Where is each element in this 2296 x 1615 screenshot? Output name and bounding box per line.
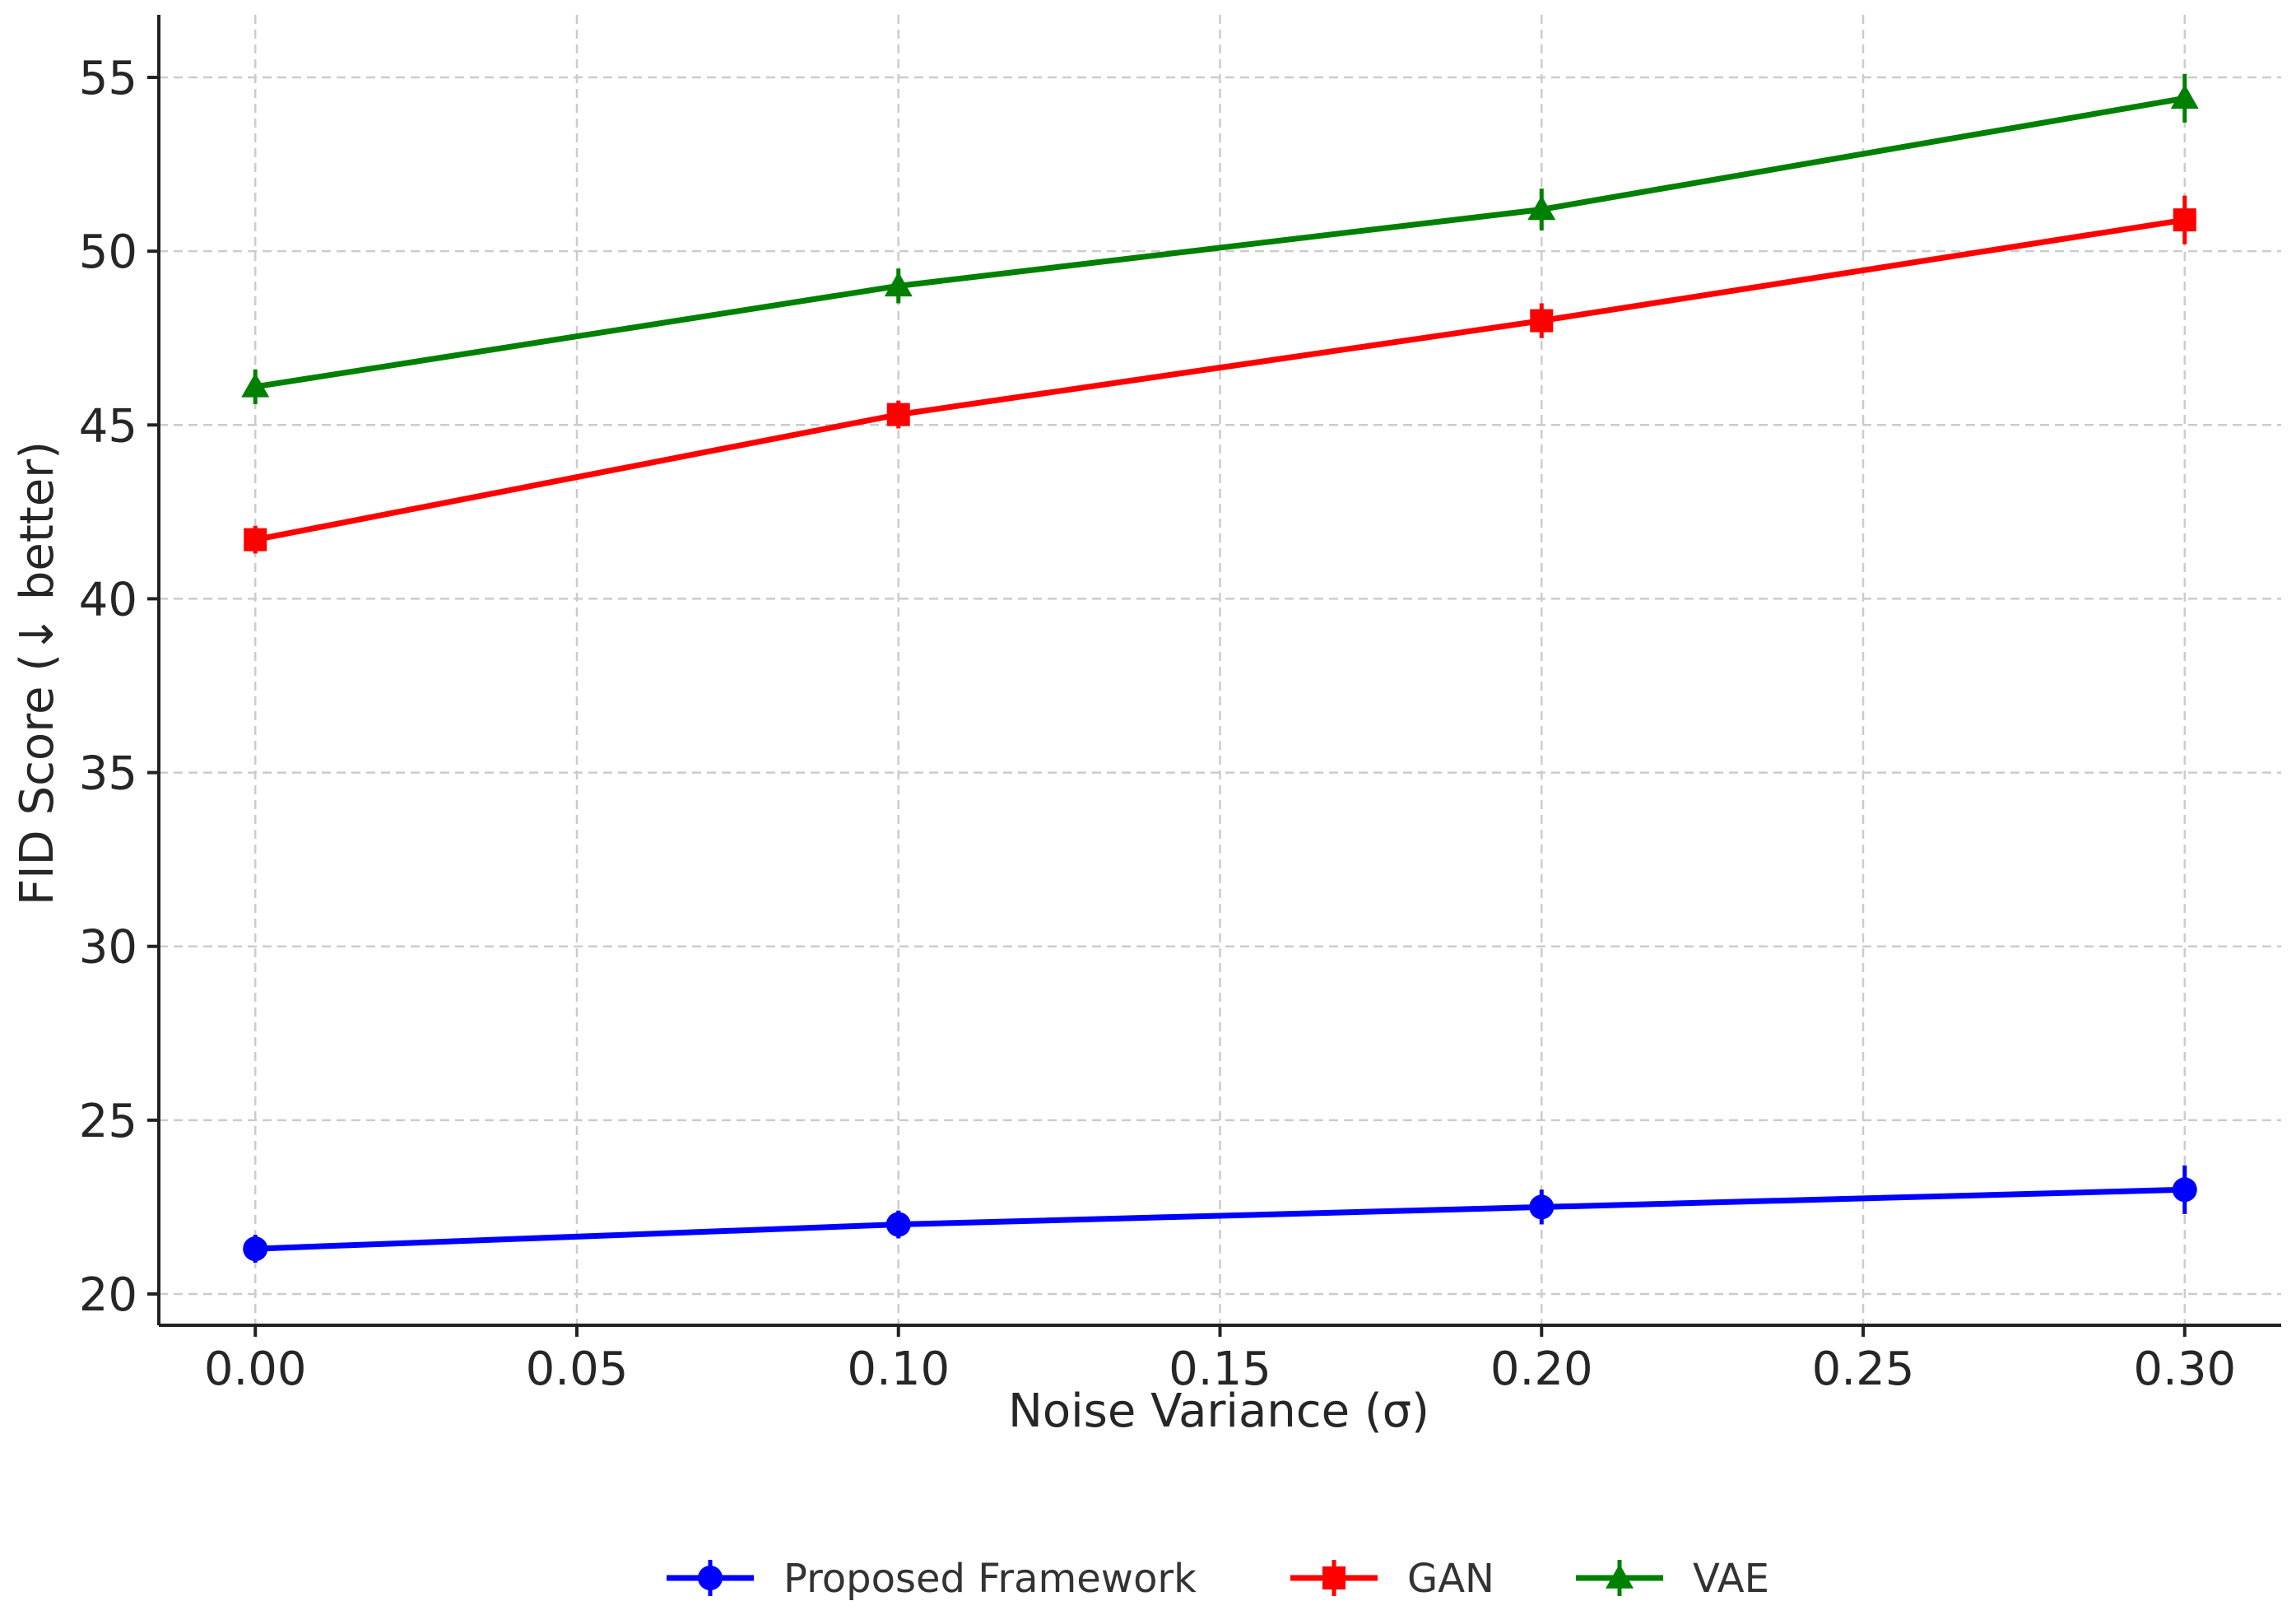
series-vae xyxy=(241,73,2199,404)
legend-label: Proposed Framework xyxy=(783,1556,1197,1602)
grid-lines xyxy=(159,15,2281,1325)
y-tick-label: 20 xyxy=(79,1268,137,1322)
y-tick-label: 35 xyxy=(79,747,137,801)
data-point xyxy=(244,528,267,552)
legend-item-proposed-framework: Proposed Framework xyxy=(667,1556,1197,1602)
data-point xyxy=(2170,84,2199,109)
x-tick-label: 0.10 xyxy=(847,1343,950,1396)
x-tick-label: 0.05 xyxy=(526,1343,629,1396)
data-point xyxy=(886,403,910,426)
series xyxy=(241,73,2199,1263)
x-tick-label: 0.00 xyxy=(204,1343,307,1396)
data-point xyxy=(2172,1177,2197,1203)
y-tick-label: 55 xyxy=(79,52,137,105)
y-tick-label: 25 xyxy=(79,1095,137,1148)
y-tick-label: 40 xyxy=(79,573,137,626)
legend: Proposed Framework GAN VAE xyxy=(667,1556,1769,1602)
data-point xyxy=(1527,195,1556,221)
tick-labels: 0.00 0.05 0.10 0.15 0.20 0.25 0.30 20 25 30 35 40 45… xyxy=(79,52,2236,1396)
data-point xyxy=(884,272,913,297)
series-line-gan xyxy=(252,216,2188,543)
data-point xyxy=(241,372,270,398)
y-tick-label: 45 xyxy=(79,399,137,453)
x-tick-label: 0.15 xyxy=(1169,1343,1271,1396)
series-gan xyxy=(244,195,2196,554)
x-tick-label: 0.30 xyxy=(2133,1343,2236,1396)
x-axis-title: Noise Variance (σ) xyxy=(1008,1385,1429,1438)
legend-label: VAE xyxy=(1693,1556,1769,1602)
legend-marker xyxy=(1606,1564,1634,1589)
data-point xyxy=(1529,1194,1555,1220)
data-point xyxy=(885,1212,911,1237)
x-tick-label: 0.25 xyxy=(1812,1343,1915,1396)
series-line-vae xyxy=(252,95,2188,390)
y-tick-label: 50 xyxy=(79,226,137,279)
x-tick-label: 0.20 xyxy=(1490,1343,1593,1396)
legend-item-vae: VAE xyxy=(1576,1556,1769,1602)
legend-item-gan: GAN xyxy=(1290,1556,1494,1602)
series-line-proposed-framework xyxy=(252,1186,2188,1252)
legend-marker xyxy=(698,1566,723,1590)
data-point xyxy=(2173,208,2196,232)
y-axis-title: FID Score (↓ better) xyxy=(11,441,64,905)
data-point xyxy=(1530,309,1554,333)
y-tick-label: 30 xyxy=(79,921,137,975)
data-point xyxy=(243,1236,268,1262)
legend-marker xyxy=(1322,1566,1346,1589)
axes xyxy=(147,15,2281,1337)
legend-label: GAN xyxy=(1407,1556,1494,1602)
series-proposed-framework xyxy=(243,1165,2197,1263)
